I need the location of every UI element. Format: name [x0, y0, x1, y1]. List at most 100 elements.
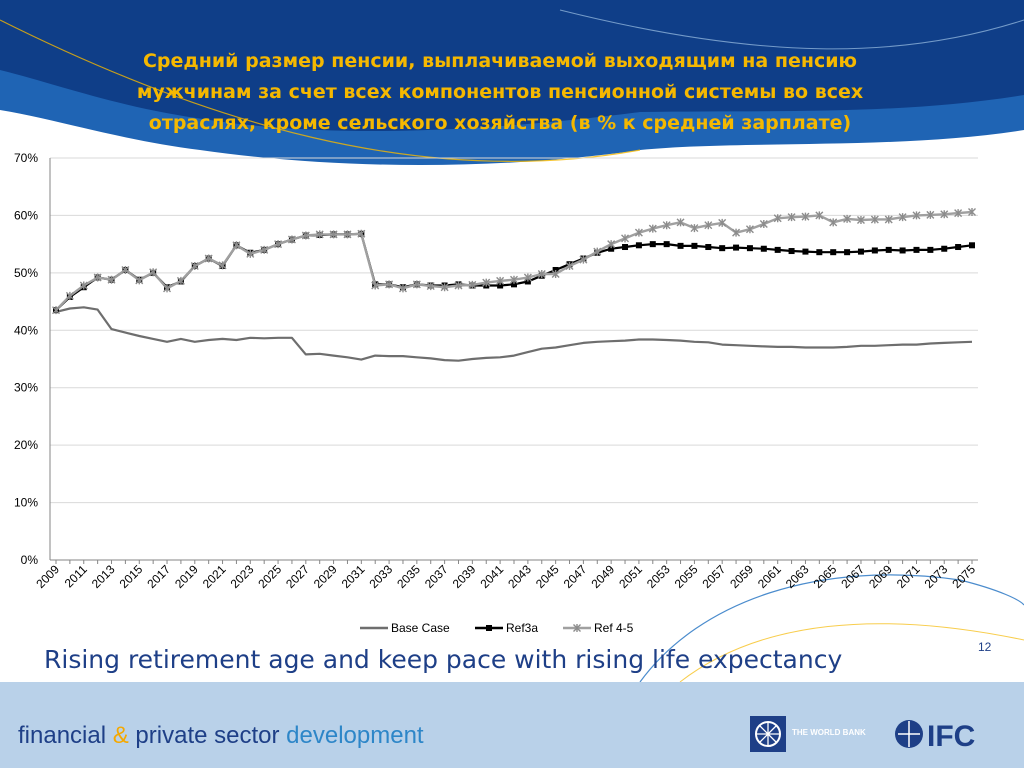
- y-tick-label: 70%: [14, 151, 38, 165]
- data-point: [551, 270, 560, 279]
- data-point: [52, 306, 60, 315]
- legend-label: Ref 4-5: [594, 621, 634, 635]
- x-tick-label: 2023: [228, 562, 257, 591]
- data-point: [787, 213, 796, 222]
- x-tick-label: 2049: [588, 562, 617, 591]
- data-point: [913, 246, 920, 253]
- data-point: [774, 246, 781, 253]
- data-point: [940, 210, 949, 219]
- data-point: [343, 230, 352, 239]
- data-point: [732, 228, 741, 237]
- x-tick-label: 2027: [283, 562, 312, 591]
- data-point: [482, 278, 491, 287]
- data-point: [204, 254, 213, 263]
- data-point: [745, 225, 754, 234]
- data-point: [329, 230, 338, 239]
- data-point: [759, 220, 768, 229]
- x-tick-label: 2051: [616, 562, 645, 591]
- data-point: [760, 245, 767, 252]
- data-point: [705, 244, 712, 251]
- ifc-logo-icon: IFC: [895, 720, 975, 751]
- data-point: [497, 282, 504, 289]
- x-tick-label: 2063: [783, 562, 812, 591]
- slide-title: Средний размер пенсии, выплачиваемой вых…: [136, 50, 864, 134]
- data-point: [773, 214, 782, 223]
- x-tick-label: 2037: [422, 562, 451, 591]
- data-point: [552, 266, 559, 273]
- footer-brand: financial & private sector development: [18, 722, 424, 750]
- data-point: [593, 247, 602, 256]
- data-point: [870, 215, 879, 224]
- series-line-0: [55, 306, 973, 362]
- x-tick-label: 2059: [727, 562, 756, 591]
- x-tick-label: 2073: [922, 562, 951, 591]
- legend: Base Case Ref3a Ref 4-5: [360, 621, 634, 635]
- data-point: [927, 246, 934, 253]
- data-point: [677, 242, 684, 249]
- data-point: [510, 275, 518, 284]
- data-point: [719, 245, 726, 252]
- data-point: [634, 228, 643, 237]
- data-point: [885, 246, 892, 253]
- data-point: [718, 218, 727, 227]
- slide-number: 12: [978, 640, 992, 654]
- legend-marker: [573, 624, 581, 632]
- data-point: [107, 275, 116, 284]
- data-point: [676, 218, 685, 227]
- data-point: [746, 245, 753, 252]
- data-point: [649, 241, 656, 248]
- x-tick-label: 2013: [89, 562, 118, 591]
- series-line-1: [55, 232, 973, 311]
- ifc-label: IFC: [927, 720, 975, 751]
- data-point: [385, 280, 394, 289]
- series-group: [52, 207, 976, 362]
- y-tick-label: 10%: [14, 496, 38, 510]
- data-point: [579, 255, 588, 264]
- data-point: [663, 241, 670, 248]
- y-tick-label: 60%: [14, 208, 38, 222]
- data-point: [621, 234, 630, 243]
- x-tick-label: 2033: [366, 562, 395, 591]
- x-tick-label: 2075: [949, 562, 978, 591]
- data-point: [662, 221, 671, 230]
- data-point: [537, 270, 546, 279]
- data-point: [912, 211, 921, 220]
- footer-brand-amp: &: [112, 722, 129, 749]
- data-point: [622, 244, 629, 251]
- data-point: [884, 215, 893, 224]
- data-point: [65, 291, 74, 300]
- data-point: [691, 242, 698, 249]
- y-tick-label: 40%: [14, 323, 38, 337]
- data-point: [357, 229, 366, 238]
- legend-label: Ref3a: [506, 621, 538, 635]
- x-tick-label: 2039: [450, 562, 479, 591]
- data-point: [829, 218, 838, 227]
- data-point: [246, 249, 255, 258]
- data-point: [871, 247, 878, 254]
- x-tick-label: 2057: [700, 562, 729, 591]
- footer-bar: [0, 682, 1024, 768]
- x-tick-label: 2053: [644, 562, 673, 591]
- data-point: [968, 207, 976, 216]
- data-point: [843, 214, 852, 223]
- x-tick-label: 2019: [172, 562, 201, 591]
- x-tick-label: 2021: [200, 562, 229, 591]
- x-tick-label: 2047: [561, 562, 590, 591]
- data-point: [635, 242, 642, 249]
- y-tick-label: 30%: [14, 381, 38, 395]
- x-tick-label: 2035: [394, 562, 423, 591]
- x-axis: 2009 201120132015201720192021202320252027…: [33, 559, 978, 591]
- x-tick-label: 2041: [477, 562, 506, 591]
- data-point: [79, 281, 88, 290]
- data-point: [815, 211, 824, 220]
- gridlines: [50, 157, 978, 561]
- footer-brand-private: private sector: [135, 722, 280, 749]
- footer-brand-development: development: [286, 722, 424, 749]
- data-point: [398, 284, 407, 293]
- data-point: [801, 212, 810, 221]
- data-point: [135, 276, 144, 285]
- x-tick-label: 2065: [811, 562, 840, 591]
- data-point: [704, 221, 713, 230]
- data-point: [176, 276, 185, 285]
